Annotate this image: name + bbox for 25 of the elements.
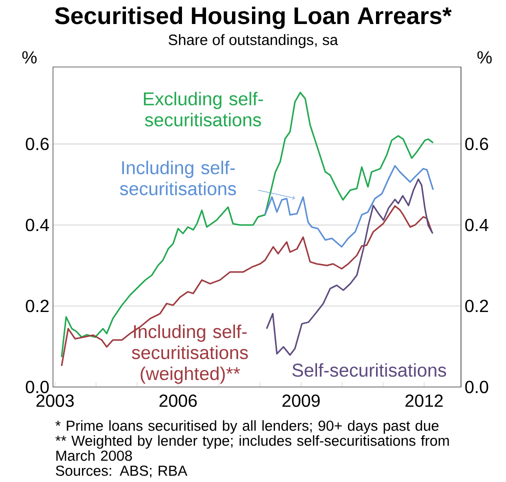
x-tick-label: 2003: [36, 394, 74, 407]
y2-tick-label: 0.2: [465, 300, 488, 312]
series-label: Including self-securitisations: [120, 160, 236, 196]
y-tick-label: 0.6: [26, 138, 49, 150]
y-tick-label: 0.2: [26, 300, 49, 312]
line-series: [60, 92, 434, 358]
y2-tick-label: 0.6: [465, 138, 488, 150]
source-note: Sources: ABS; RBA: [56, 466, 188, 478]
y-tick-label: 0.4: [26, 218, 49, 232]
x-tick-label: 2009: [282, 394, 320, 407]
text: ** Weighted by lender type; includes self-securitisations from March 2008: [55, 435, 449, 461]
series-label: Including self-securitisations (weighted)**: [132, 324, 248, 384]
line-series: [266, 178, 434, 356]
x-tick-label: 2012: [406, 394, 443, 407]
text: * Prime loans securitised by all lenders; 90+ days past due: [55, 420, 439, 434]
y2-tick-label: 0.0: [465, 380, 488, 394]
series-label: Self-securitisations: [292, 363, 446, 377]
chart-subtitle: Share of outstandings, sa: [168, 34, 338, 48]
y-axis-title: %: [22, 51, 37, 64]
x-tick-label: 2006: [159, 394, 197, 407]
chart-title: Securitised Housing Loan Arrears*: [54, 6, 452, 30]
series-label: Excluding self-securitisations: [144, 92, 263, 126]
y2-tick-label: 0.4: [465, 218, 488, 232]
y2-axis-title: %: [477, 51, 492, 64]
y-tick-label: 0.0: [26, 380, 49, 394]
